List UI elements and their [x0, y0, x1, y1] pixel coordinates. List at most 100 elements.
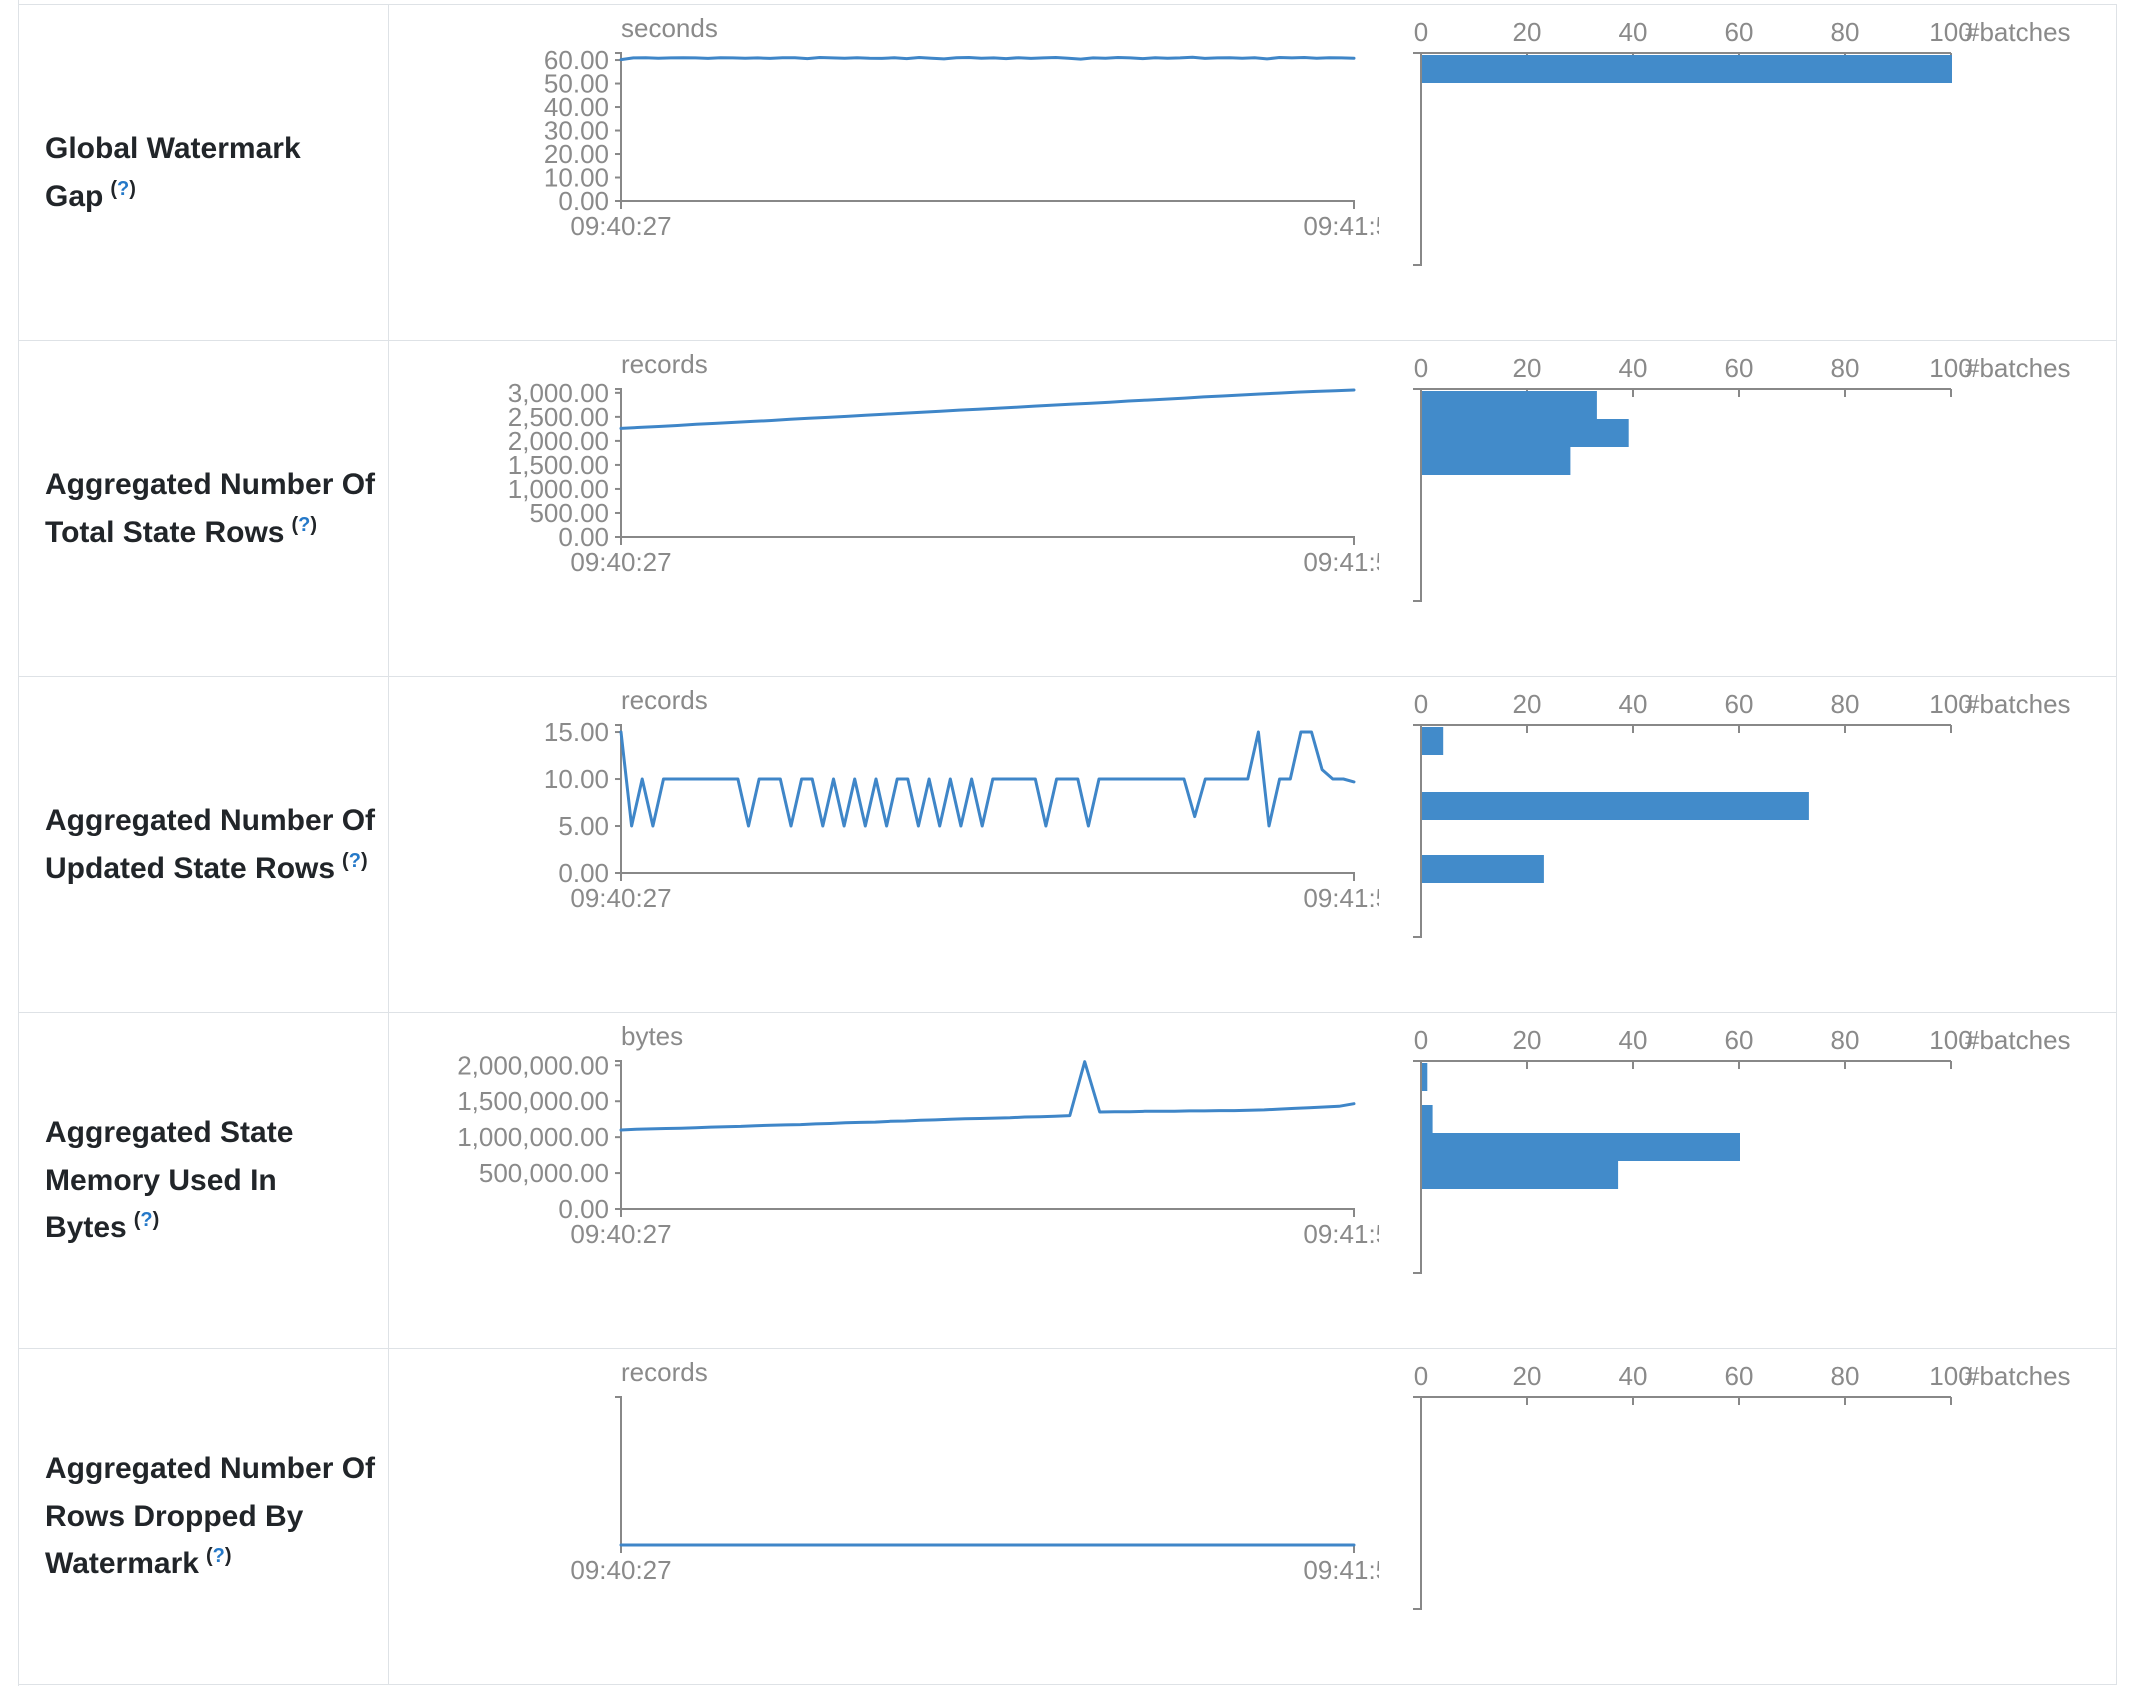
- histogram-chart: 0 20 40 60 80 100#batches: [1413, 17, 2071, 266]
- unit-label: bytes: [621, 1021, 683, 1051]
- help-tooltip: (?): [291, 514, 317, 536]
- time-end-label: 09:41:56: [1303, 1219, 1379, 1249]
- y-tick-label: 0.00: [558, 1194, 609, 1224]
- batches-tick-label: 20: [1513, 689, 1542, 719]
- y-tick-label: 0.00: [558, 858, 609, 888]
- help-tooltip: (?): [134, 1209, 160, 1231]
- batches-tick-label: 60: [1725, 689, 1754, 719]
- batches-tick-label: 60: [1725, 17, 1754, 47]
- timeline-chart: records3,000.002,500.002,000.001,500.001…: [508, 349, 1379, 577]
- help-link[interactable]: ?: [348, 849, 361, 872]
- charts-cell: seconds 60.00 50.00 40.00 30.00 20.00 10.00 0.0…: [389, 5, 2117, 340]
- batches-axis-label: #batches: [1965, 353, 2071, 383]
- timeline-chart: bytes 2,000,000.00 1,500,000.00 1,000,000.0…: [457, 1021, 1379, 1249]
- table-row: Aggregated State Memory Used In Bytes (?)…: [19, 1013, 2116, 1349]
- y-tick-label: 60.00: [544, 45, 609, 75]
- help-paren-open: (: [342, 849, 349, 872]
- histogram-bar: [1422, 1161, 1619, 1189]
- batches-tick-label: 100: [1929, 1025, 1972, 1055]
- charts-cell: records 09:40:27 09:41:56 0 20 40 60 80 100#batc…: [389, 1349, 2117, 1684]
- time-start-label: 09:40:27: [570, 1219, 671, 1249]
- histogram-chart: 0 20 40 60 80 100#batches: [1413, 689, 2071, 938]
- y-tick-label: 10.00: [544, 764, 609, 794]
- metric-label: Aggregated Number Of Updated State Rows(…: [45, 797, 384, 892]
- batches-axis-label: #batches: [1965, 689, 2071, 719]
- batches-tick-label: 60: [1725, 1025, 1754, 1055]
- histogram-bar: [1422, 727, 1444, 755]
- batches-tick-label: 100: [1929, 17, 1972, 47]
- metric-label-cell: Aggregated Number Of Updated State Rows(…: [19, 677, 389, 1012]
- histogram-left-axis: [1413, 388, 1422, 602]
- time-start-label: 09:40:27: [570, 1555, 671, 1585]
- x-axis: 09:40:27 09:41:56: [570, 200, 1379, 241]
- time-start-label: 09:40:27: [570, 883, 671, 913]
- metric-label-text: Global Watermark Gap: [45, 132, 301, 213]
- time-end-label: 09:41:56: [1303, 883, 1379, 913]
- batches-tick-label: 0: [1414, 353, 1428, 383]
- y-tick-label: 15.00: [544, 717, 609, 747]
- help-tooltip: (?): [110, 178, 136, 200]
- metric-label-text: Aggregated State Memory Used In Bytes: [45, 1116, 294, 1245]
- unit-label: records: [621, 685, 708, 715]
- batches-tick-label: 60: [1725, 1361, 1754, 1391]
- batches-tick-label: 0: [1414, 689, 1428, 719]
- help-link[interactable]: ?: [117, 177, 130, 200]
- histogram-left-axis: [1413, 52, 1422, 266]
- unit-label: records: [621, 1357, 708, 1387]
- batches-tick-label: 100: [1929, 1361, 1972, 1391]
- histogram-left-axis: [1413, 1396, 1422, 1610]
- batches-tick-label: 0: [1414, 17, 1428, 47]
- y-tick-label: 0.00: [558, 186, 609, 216]
- help-paren-open: (: [205, 1545, 213, 1568]
- time-start-label: 09:40:27: [570, 547, 671, 577]
- batches-axis-label: #batches: [1965, 1361, 2071, 1391]
- batches-tick-label: 60: [1725, 353, 1754, 383]
- batches-tick-label: 100: [1929, 689, 1972, 719]
- charts-cell: records 3,000.00 2,500.00 2,000.00 1,500.00 1…: [389, 341, 2117, 676]
- histogram-left-axis: [1413, 724, 1422, 938]
- time-end-label: 09:41:56: [1303, 547, 1379, 577]
- histogram-bar: [1422, 792, 1809, 820]
- help-link[interactable]: ?: [212, 1545, 225, 1568]
- metric-label-cell: Aggregated Number Of Total State Rows (?): [19, 341, 389, 676]
- unit-label: records: [621, 349, 708, 379]
- line-series: [619, 730, 1356, 828]
- y-tick-label: 1,000.00: [508, 474, 609, 504]
- x-axis: 09:40:27 09:41:56: [570, 872, 1379, 913]
- help-paren-open: (: [110, 177, 118, 200]
- histogram-top-axis: 0 20 40 60 80 100#batches: [1414, 1025, 2071, 1069]
- line-series: [619, 1060, 1356, 1132]
- x-axis: 09:40:27 09:41:56: [570, 536, 1379, 577]
- histogram-bars: [1422, 391, 1629, 475]
- y-tick-label: 10.00: [544, 163, 609, 193]
- help-tooltip: (?): [206, 1545, 232, 1567]
- help-paren-close: ): [360, 849, 368, 872]
- batches-tick-label: 80: [1831, 1361, 1860, 1391]
- batches-tick-label: 40: [1619, 689, 1648, 719]
- histogram-bar: [1422, 391, 1597, 419]
- help-paren-close: ): [224, 1545, 232, 1568]
- histogram-bar: [1422, 55, 1952, 83]
- help-link[interactable]: ?: [140, 1209, 153, 1232]
- batches-tick-label: 80: [1831, 689, 1860, 719]
- batches-tick-label: 40: [1619, 353, 1648, 383]
- y-tick-label: 2,000.00: [508, 426, 609, 456]
- help-link[interactable]: ?: [298, 513, 311, 536]
- help-tooltip: (?): [342, 850, 368, 872]
- metric-label-text: Aggregated Number Of Total State Rows: [45, 468, 376, 549]
- unit-label: seconds: [621, 13, 718, 43]
- metric-label: Aggregated Number Of Rows Dropped By Wat…: [45, 1445, 384, 1587]
- y-tick-label: 50.00: [544, 69, 609, 99]
- batches-tick-label: 40: [1619, 1361, 1648, 1391]
- batches-tick-label: 80: [1831, 17, 1860, 47]
- y-tick-label: 3,000.00: [508, 378, 609, 408]
- batches-axis-label: #batches: [1965, 17, 2071, 47]
- histogram-bar: [1422, 419, 1629, 447]
- metric-label-cell: Aggregated Number Of Rows Dropped By Wat…: [19, 1349, 389, 1684]
- histogram-bar: [1422, 1133, 1740, 1161]
- batches-tick-label: 20: [1513, 353, 1542, 383]
- y-tick-label: 5.00: [558, 811, 609, 841]
